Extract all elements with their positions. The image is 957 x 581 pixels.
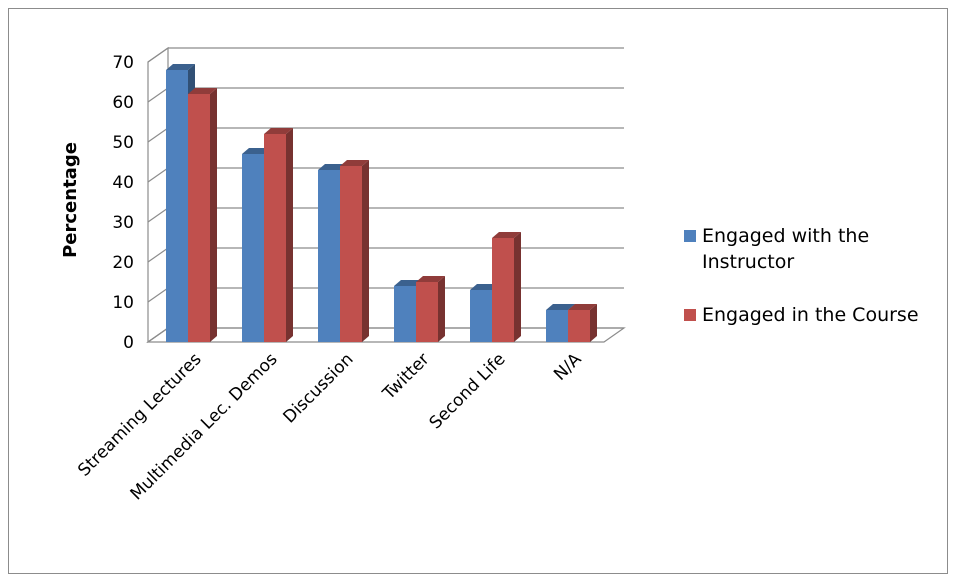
legend-label: Engaged with the Instructor <box>702 225 869 273</box>
y-tick-label: 60 <box>112 93 134 113</box>
gridline-side <box>147 327 169 343</box>
bar <box>188 88 217 342</box>
bar <box>568 304 597 342</box>
x-tick-label: Second Life <box>426 349 510 433</box>
y-tick-label: 0 <box>123 333 134 353</box>
bars <box>166 64 597 342</box>
chart-walls <box>146 46 626 344</box>
gridline-side <box>147 87 169 103</box>
bar <box>340 160 369 342</box>
y-tick-label: 20 <box>112 253 134 273</box>
x-tick-label: Twitter <box>378 349 433 404</box>
bar <box>416 276 445 342</box>
legend-label: Engaged in the Course <box>702 304 919 326</box>
y-axis-ticks: 0 10 20 30 40 50 60 70 <box>112 53 134 353</box>
chart-frame <box>8 8 948 574</box>
y-tick-label: 30 <box>112 213 134 233</box>
gridline-side <box>147 127 169 143</box>
legend-swatch <box>684 309 696 321</box>
x-tick-label: Discussion <box>279 349 357 427</box>
legend-swatch <box>684 230 696 242</box>
gridlines <box>147 47 624 343</box>
gridline-side <box>147 167 169 183</box>
legend: Engaged with the Instructor Engaged in the… <box>684 225 919 326</box>
y-axis-label: Percentage <box>60 142 81 258</box>
y-tick-label: 10 <box>112 293 134 313</box>
x-tick-label: Multimedia Lec. Demos <box>127 349 282 504</box>
x-tick-label: N/A <box>550 349 586 385</box>
y-tick-label: 50 <box>112 133 134 153</box>
y-tick-label: 70 <box>112 53 134 73</box>
y-tick-label: 40 <box>112 173 134 193</box>
gridline-side <box>147 287 169 303</box>
gridline-side <box>147 47 169 63</box>
side-wall <box>147 46 169 344</box>
gridline-side <box>147 247 169 263</box>
legend-item: Engaged in the Course <box>684 304 919 326</box>
x-tick-label: Streaming Lectures <box>74 349 205 480</box>
legend-item: Engaged with the Instructor <box>684 225 869 273</box>
bar <box>492 232 521 342</box>
bar <box>264 128 293 342</box>
gridline-side <box>147 207 169 223</box>
